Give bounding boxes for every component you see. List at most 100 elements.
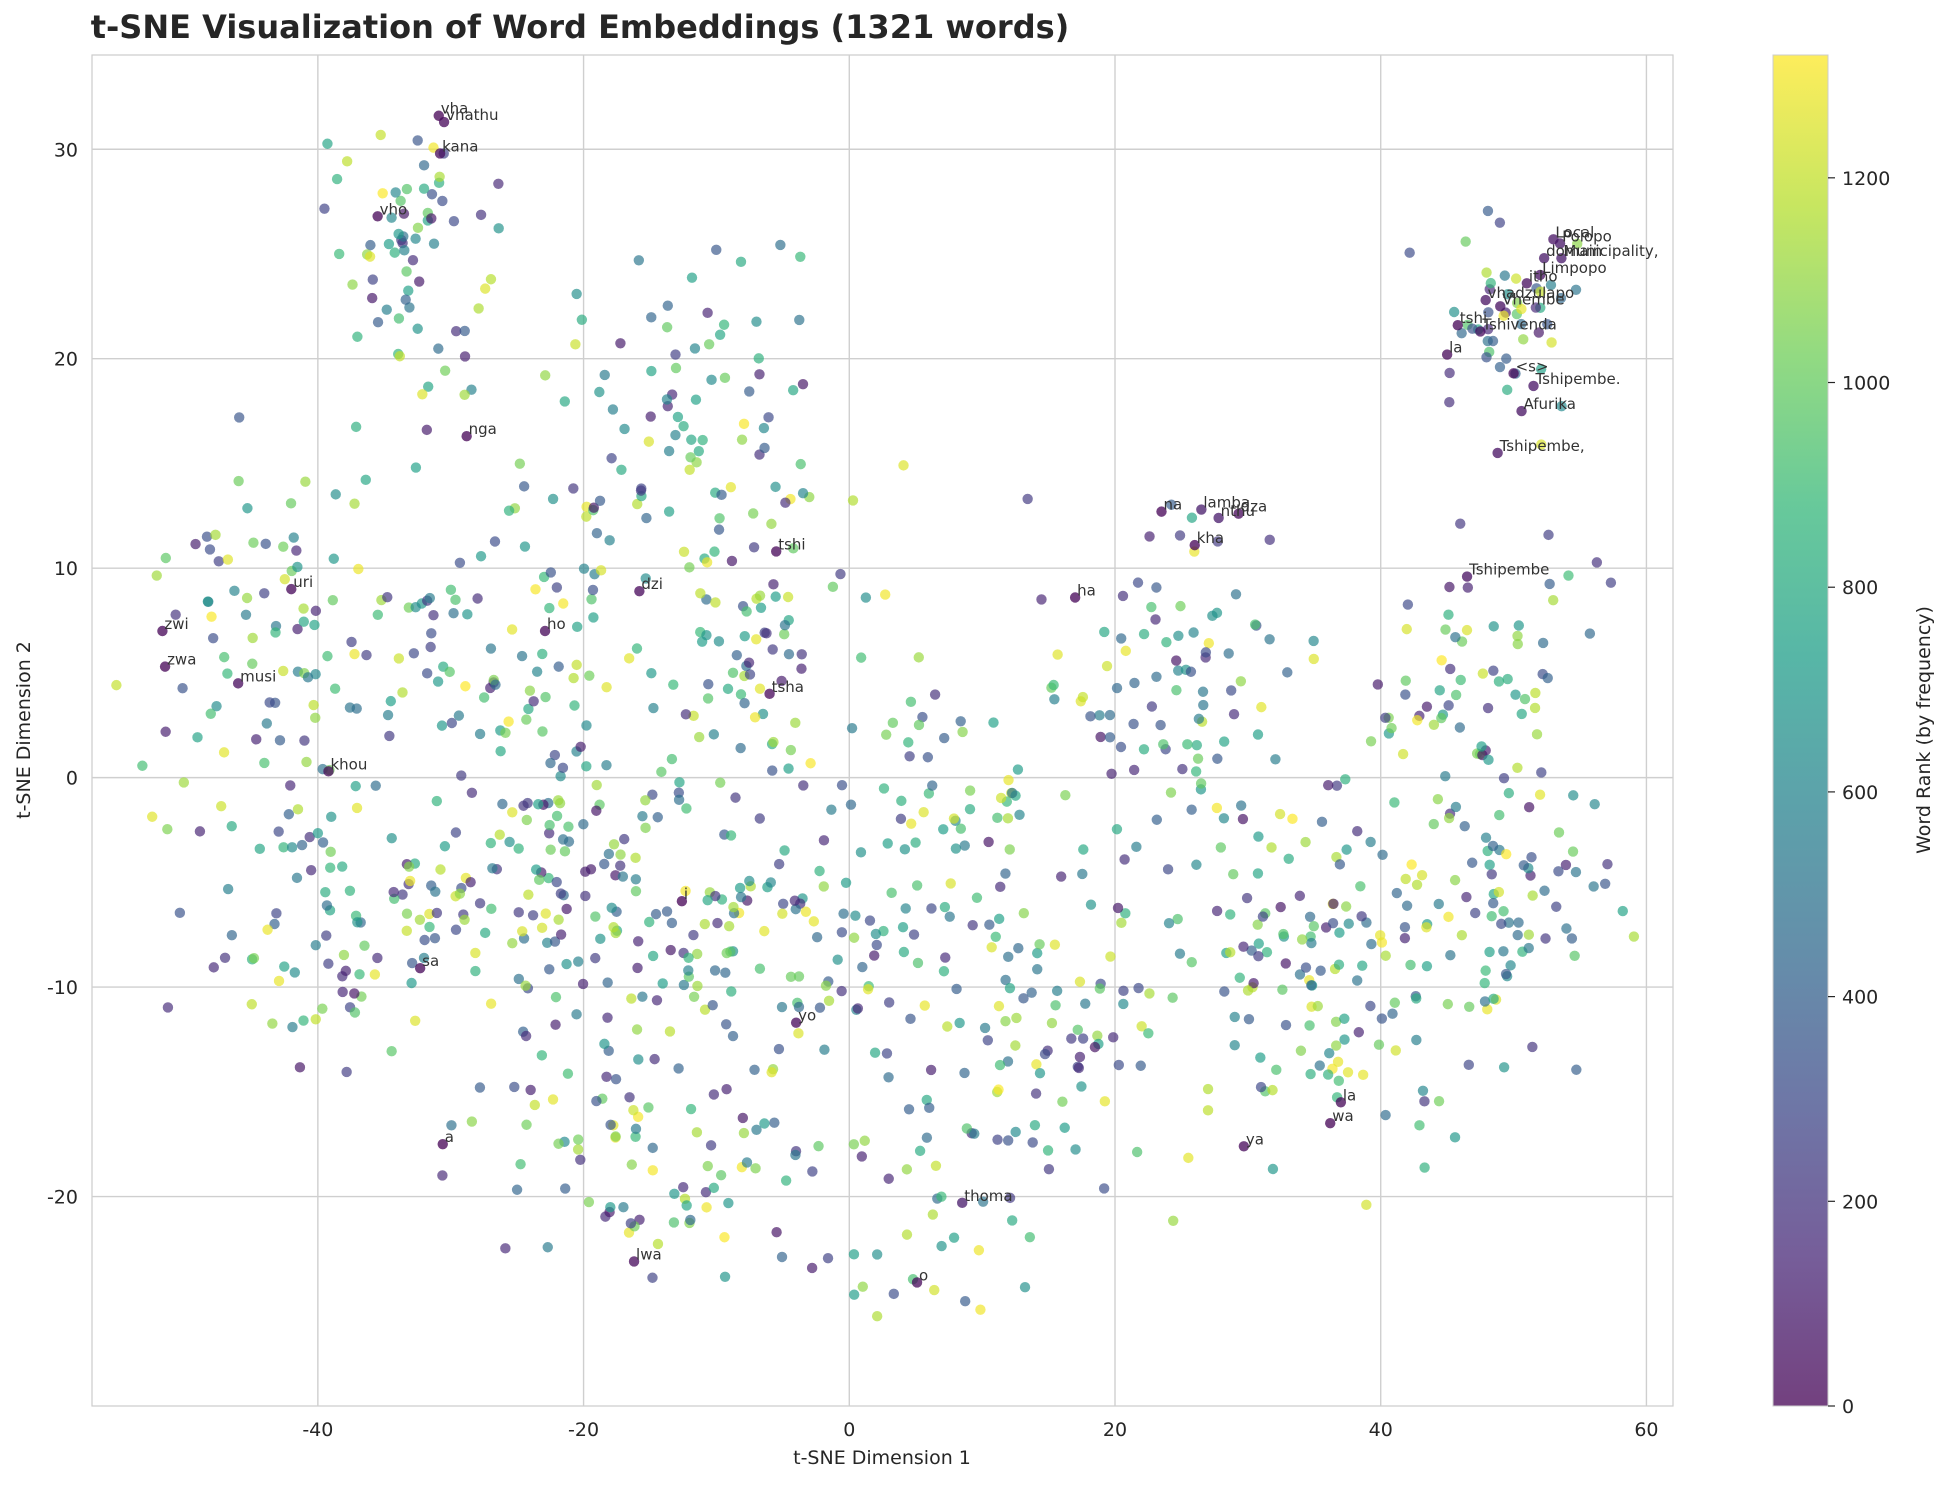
scatter-point (450, 594, 461, 606)
scatter-point (513, 907, 524, 918)
scatter-point (414, 276, 425, 287)
scatter-point (725, 482, 737, 493)
scatter-point (298, 603, 309, 614)
scatter-point (518, 800, 529, 811)
scatter-point (1584, 628, 1596, 639)
scatter-point (1234, 972, 1245, 983)
scatter-point (814, 1002, 826, 1013)
scatter-point (647, 1142, 658, 1154)
scatter-point (1477, 668, 1489, 679)
scatter-point (540, 370, 551, 381)
scatter-point (588, 612, 599, 623)
scatter-point (1249, 619, 1261, 630)
scatter-point (393, 313, 405, 324)
labeled-point (676, 896, 688, 907)
scatter-point (1238, 941, 1249, 952)
scatter-point (1591, 557, 1603, 568)
scatter-point (1115, 741, 1127, 753)
scatter-point (1493, 676, 1505, 687)
scatter-point (1366, 938, 1377, 950)
scatter-point (640, 573, 651, 584)
scatter-point (364, 251, 376, 262)
scatter-point (207, 632, 219, 644)
scatter-point (1070, 1144, 1081, 1155)
scatter-point (1523, 929, 1535, 940)
scatter-point (1551, 901, 1562, 912)
scatter-point (489, 536, 501, 547)
scatter-point (1191, 739, 1203, 751)
scatter-point (713, 524, 725, 535)
scatter-point (1011, 1012, 1022, 1024)
colorbar-tick-label: 1000 (1842, 373, 1890, 395)
scatter-point (678, 979, 690, 991)
scatter-point (1527, 890, 1538, 901)
scatter-point (605, 1119, 616, 1131)
scatter-point (993, 913, 1005, 925)
scatter-point (850, 910, 861, 921)
scatter-point (340, 965, 352, 977)
scatter-point (544, 819, 555, 831)
scatter-point (628, 1105, 639, 1116)
scatter-point (672, 411, 684, 423)
scatter-point (1377, 849, 1388, 861)
scatter-point (1428, 719, 1440, 730)
scatter-point (325, 862, 336, 873)
scatter-point (878, 783, 890, 794)
scatter-point (718, 319, 730, 330)
scatter-point (1078, 844, 1089, 855)
scatter-point (710, 890, 721, 902)
scatter-point (899, 844, 911, 855)
scatter-point (1197, 686, 1209, 697)
scatter-point (1186, 956, 1197, 968)
scatter-point (1202, 1105, 1214, 1116)
scatter-point (1280, 958, 1291, 969)
scatter-point (1255, 1052, 1266, 1063)
scatter-point (1567, 846, 1579, 857)
scatter-point (1255, 1081, 1267, 1093)
word-label: itho (1529, 267, 1558, 285)
scatter-point (1464, 1001, 1475, 1013)
labeled-point (1156, 506, 1167, 517)
labeled-point (1335, 1097, 1347, 1108)
scatter-point (1032, 947, 1043, 959)
scatter-point (269, 918, 280, 930)
scatter-point (848, 1139, 860, 1150)
scatter-point (644, 916, 655, 928)
scatter-point (832, 954, 843, 965)
scatter-point (793, 1001, 805, 1013)
scatter-point (838, 908, 849, 919)
scatter-point (1523, 801, 1535, 813)
scatter-point (421, 424, 433, 436)
x-tick-label: 0 (843, 1419, 855, 1441)
scatter-point (767, 644, 778, 655)
word-label: ho (547, 615, 566, 633)
scatter-point (691, 1127, 703, 1138)
scatter-point (1553, 866, 1564, 877)
scatter-point (699, 1004, 711, 1015)
word-label: zwa (167, 651, 196, 669)
scatter-point (1563, 570, 1574, 581)
scatter-point (835, 568, 846, 580)
scatter-point (693, 445, 705, 457)
scatter-point (462, 609, 473, 620)
scatter-point (684, 562, 695, 573)
labeled-point (1516, 405, 1527, 417)
scatter-point (754, 369, 765, 380)
scatter-point (1225, 947, 1236, 958)
scatter-point (618, 1202, 629, 1213)
scatter-point (401, 183, 413, 195)
scatter-point (395, 195, 406, 207)
scatter-point (912, 957, 924, 969)
scatter-point (475, 209, 487, 221)
scatter-point (1010, 1126, 1021, 1138)
scatter-point (1535, 363, 1547, 375)
scatter-point (507, 807, 518, 818)
scatter-point (959, 1295, 971, 1307)
scatter-point (1267, 1084, 1278, 1096)
scatter-point (917, 711, 928, 723)
scatter-point (773, 858, 785, 870)
scatter-point (855, 847, 867, 858)
scatter-point (325, 846, 336, 858)
scatter-point (615, 849, 626, 860)
scatter-point (751, 1124, 762, 1135)
